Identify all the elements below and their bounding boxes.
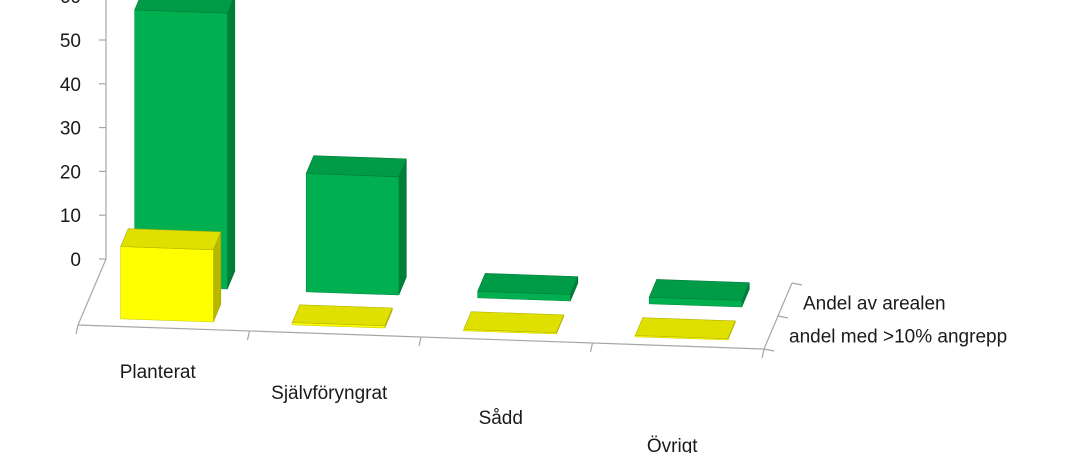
y-tick-label-20: 20 bbox=[60, 162, 81, 183]
series-label-andel-med-10-angrepp: andel med >10% angrepp bbox=[789, 327, 1007, 348]
bar-front-face bbox=[120, 246, 214, 323]
x-tick-label-sjalvforyngrat: Självföryngrat bbox=[271, 383, 388, 404]
floor-left-edge bbox=[77, 258, 107, 326]
y-tick-label-30: 30 bbox=[60, 119, 81, 140]
chart-labels: 010203040506070PlanteratSjälvföryngratSå… bbox=[60, 0, 1007, 453]
series-tick-mark bbox=[777, 315, 789, 319]
x-tick-label-ovrigt: Övrigt bbox=[647, 436, 698, 453]
bar-andel-med-10-angrepp-sadd bbox=[463, 311, 565, 335]
x-tick-mark bbox=[246, 330, 251, 341]
series-tick-mark bbox=[763, 348, 775, 352]
bar-top-face bbox=[305, 155, 407, 178]
bar-andel-av-arealen-ovrigt bbox=[648, 279, 750, 308]
x-tick-label-planterat: Planterat bbox=[120, 362, 197, 383]
bar-front-face bbox=[305, 173, 400, 296]
bar-top-face bbox=[648, 279, 750, 301]
x-tick-mark bbox=[761, 348, 765, 359]
bar-andel-med-10-angrepp-planterat bbox=[120, 228, 222, 323]
bar-side-face bbox=[227, 0, 236, 290]
y-tick-label-40: 40 bbox=[60, 75, 81, 96]
y-tick-label-50: 50 bbox=[60, 31, 81, 52]
bar-top-face bbox=[291, 304, 393, 327]
y-tick-label-10: 10 bbox=[60, 206, 81, 227]
bar-andel-med-10-angrepp-sjalvforyngrat bbox=[291, 304, 393, 329]
bar-top-face bbox=[134, 0, 234, 14]
bar-top-face bbox=[463, 311, 565, 334]
chart-axes bbox=[75, 0, 803, 359]
bar-andel-med-10-angrepp-ovrigt bbox=[634, 317, 736, 341]
bar-andel-av-arealen-sjalvforyngrat bbox=[305, 155, 407, 296]
bar-top-face bbox=[120, 228, 222, 251]
bar-side-face bbox=[398, 158, 407, 296]
x-tick-mark bbox=[75, 324, 79, 335]
x-tick-label-sadd: Sådd bbox=[479, 408, 523, 429]
bar-andel-av-arealen-planterat bbox=[134, 0, 236, 290]
chart-bars bbox=[120, 0, 750, 341]
bar-andel-av-arealen-sadd bbox=[477, 273, 579, 302]
x-tick-mark bbox=[418, 336, 422, 347]
series-tick-mark bbox=[791, 282, 803, 286]
y-tick-label-60: 60 bbox=[60, 0, 81, 8]
bar-top-face bbox=[634, 317, 736, 340]
bar-top-face bbox=[477, 273, 579, 295]
series-label-andel-av-arealen: Andel av arealen bbox=[803, 294, 946, 315]
x-tick-mark bbox=[589, 342, 594, 353]
y-tick-label-0: 0 bbox=[70, 250, 81, 271]
